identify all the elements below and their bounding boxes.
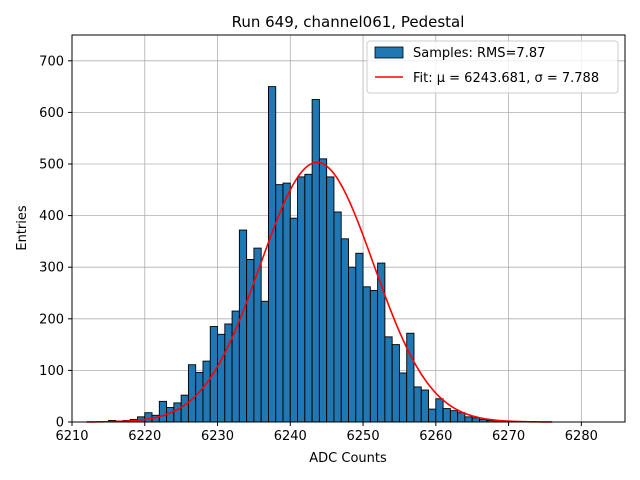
x-tick-label: 6230 — [201, 429, 234, 444]
legend-patch-samples — [374, 46, 404, 59]
x-tick-label: 6240 — [274, 429, 307, 444]
histogram-bars — [107, 86, 510, 423]
histogram-bar — [449, 410, 459, 423]
plot-frame — [71, 34, 626, 423]
histogram-bar — [297, 176, 306, 423]
x-tick-label: 6260 — [419, 429, 452, 444]
legend-label-fit: Fit: μ = 6243.681, σ = 7.788 — [413, 71, 599, 86]
histogram-bar — [158, 400, 168, 423]
y-tick-label: 600 — [39, 106, 64, 121]
histogram-bar — [384, 336, 393, 423]
x-tick-label: 6210 — [55, 429, 88, 444]
chart-title: Run 649, channel061, Pedestal — [232, 13, 465, 31]
y-tick-label: 200 — [39, 312, 64, 327]
histogram-bar — [362, 286, 371, 423]
histogram-bar — [442, 408, 451, 423]
x-tick-label: 6280 — [565, 429, 598, 444]
x-tick-label: 6250 — [347, 429, 380, 444]
histogram-bar — [457, 412, 466, 423]
histogram-bar — [318, 158, 328, 423]
histogram-bar — [406, 332, 415, 423]
histogram-bar — [348, 266, 357, 423]
histogram-bar — [282, 182, 291, 423]
legend-box — [366, 40, 619, 94]
histogram-bar — [428, 408, 437, 423]
histogram-bar — [238, 229, 248, 423]
histogram-bar — [326, 176, 335, 423]
histogram-bar — [471, 417, 480, 423]
histogram-bar — [420, 389, 429, 423]
x-axis-label: ADC Counts — [309, 451, 387, 466]
histogram-bar — [464, 416, 473, 423]
x-tick-label: 6270 — [492, 429, 525, 444]
histogram-bar — [340, 238, 349, 423]
histogram-bar — [260, 300, 269, 423]
histogram-bar — [195, 372, 204, 423]
y-tick-label: 500 — [39, 158, 64, 173]
histogram-bar — [333, 211, 342, 423]
histogram-bar — [398, 372, 408, 423]
histogram-bar — [217, 333, 226, 423]
histogram-bar — [311, 99, 320, 423]
histogram-bar — [369, 289, 379, 423]
legend: Samples: RMS=7.87 Fit: μ = 6243.681, σ =… — [366, 40, 619, 94]
histogram-bar — [289, 217, 299, 423]
histogram-bar — [173, 402, 182, 423]
histogram-bar — [304, 173, 313, 423]
histogram-bar — [435, 398, 444, 423]
histogram-bar — [209, 326, 218, 423]
y-tick-label: 400 — [39, 209, 64, 224]
histogram-bar — [355, 252, 364, 423]
y-tick-label: 0 — [56, 416, 64, 431]
legend-label-samples: Samples: RMS=7.87 — [413, 46, 545, 61]
y-tick-label: 300 — [39, 261, 64, 276]
y-tick-label: 700 — [39, 54, 64, 69]
histogram-bar — [180, 394, 189, 423]
histogram-bar — [391, 344, 400, 423]
histogram-bar — [144, 412, 153, 423]
axes: 6210 6220 6230 6240 6250 6260 6270 6280 0 100 200 3… — [39, 34, 626, 444]
y-axis-label: Entries — [15, 205, 30, 251]
fit-curve — [86, 161, 553, 423]
histogram-bar — [187, 364, 197, 423]
y-tick-label: 100 — [39, 364, 64, 379]
x-tick-label: 6220 — [128, 429, 161, 444]
histogram-bar — [268, 86, 277, 423]
histogram-bar — [202, 360, 211, 423]
histogram-bar — [413, 386, 422, 423]
